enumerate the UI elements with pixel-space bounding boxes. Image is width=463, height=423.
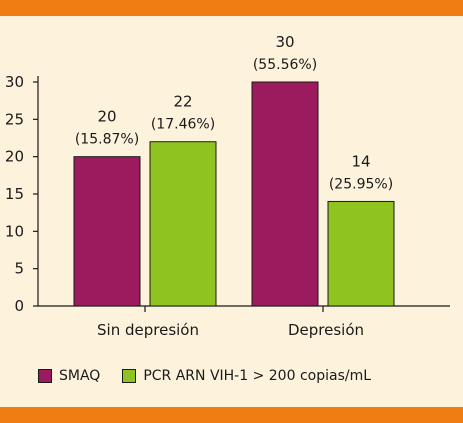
legend-label-pcr: PCR ARN VIH-1 > 200 copias/mL — [143, 368, 372, 384]
y-tick-label: 10 — [5, 222, 24, 240]
top-accent-band — [0, 0, 463, 16]
bar-percent-label: (55.56%) — [253, 57, 317, 73]
bar-pcr — [327, 200, 395, 307]
legend-label-smaq: SMAQ — [59, 368, 101, 384]
bar-value-label: 14 — [351, 152, 370, 170]
bar-percent-label: (15.87%) — [75, 132, 139, 148]
legend-item-pcr: PCR ARN VIH-1 > 200 copias/mL — [122, 368, 371, 384]
bottom-accent-band — [0, 407, 463, 423]
x-tick-label: Sin depresión — [97, 321, 199, 339]
x-tick-label: Depresión — [288, 321, 364, 339]
legend-item-smaq: SMAQ — [38, 368, 100, 384]
y-tick-label: 15 — [5, 185, 24, 203]
y-tick-label: 20 — [5, 148, 24, 166]
y-tick-label: 5 — [14, 260, 24, 278]
bar-value-label: 22 — [173, 93, 192, 111]
bar-value-label: 20 — [97, 108, 116, 126]
bar-pcr — [149, 141, 217, 307]
bar-smaq — [251, 81, 319, 307]
y-tick-label: 25 — [5, 110, 24, 128]
bar-value-label: 30 — [275, 33, 294, 51]
y-tick-label: 0 — [14, 297, 24, 315]
bar-smaq — [73, 156, 141, 307]
legend-swatch-pcr — [122, 369, 137, 383]
legend: SMAQ PCR ARN VIH-1 > 200 copias/mL — [38, 368, 393, 384]
legend-swatch-smaq — [38, 369, 52, 383]
y-tick-label: 30 — [5, 73, 24, 91]
bar-percent-label: (17.46%) — [151, 117, 215, 133]
bar-percent-label: (25.95%) — [329, 176, 393, 192]
